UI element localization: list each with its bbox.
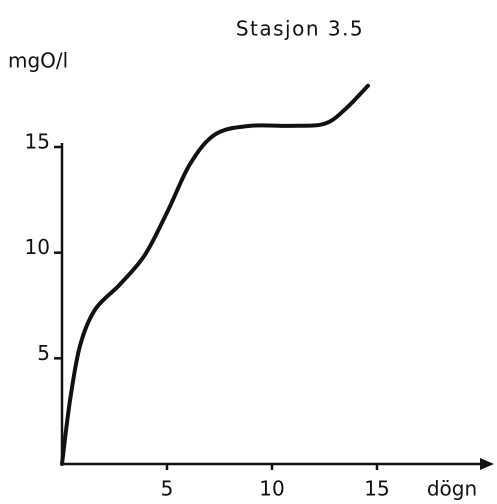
x-tick-label: 15 (364, 477, 389, 501)
x-axis-arrow (480, 458, 494, 470)
y-tick-label: 5 (37, 341, 50, 365)
x-axis-label: dögn (427, 477, 477, 501)
x-tick-label: 10 (259, 477, 284, 501)
x-tick-label: 5 (161, 477, 174, 501)
y-axis-label: mgO/l (8, 49, 68, 73)
data-line (60, 83, 370, 466)
y-tick-label: 15 (25, 130, 50, 154)
chart-title: Stasjon 3.5 (236, 17, 364, 41)
y-tick-label: 10 (25, 235, 50, 259)
